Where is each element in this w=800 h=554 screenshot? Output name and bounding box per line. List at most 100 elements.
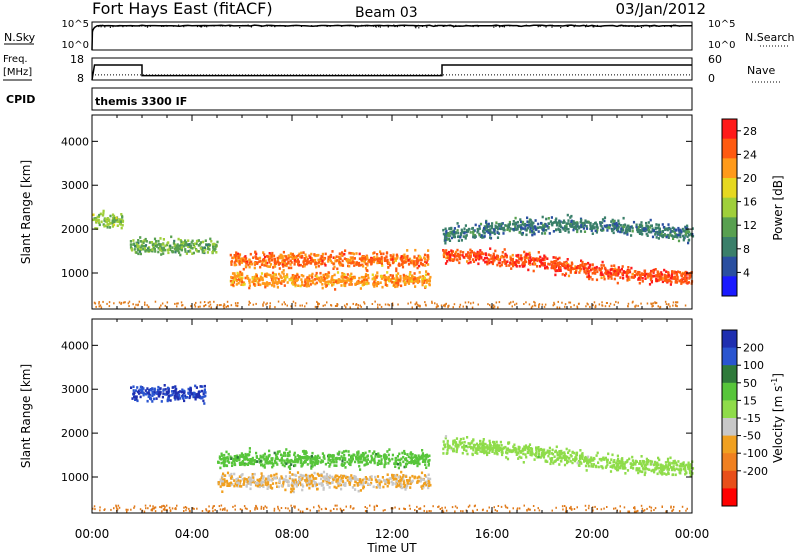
near-range-echo [613, 303, 616, 306]
echo-cell [327, 258, 330, 261]
echo-cell [139, 252, 142, 256]
echo-cell [648, 468, 651, 471]
echo-cell [421, 484, 424, 488]
echo-cell [273, 260, 276, 263]
echo-cell [386, 271, 389, 274]
echo-cell [278, 267, 281, 270]
echo-cell [580, 225, 583, 229]
echo-cell [237, 255, 240, 258]
nsearch-point [324, 25, 326, 27]
nsearch-point [591, 25, 593, 27]
echo-cell [383, 259, 387, 262]
echo-cell [179, 247, 182, 251]
echo-cell [311, 475, 314, 478]
near-range-echo [195, 301, 197, 304]
echo-cell [399, 461, 402, 465]
echo-cell [334, 256, 337, 260]
echo-cell [378, 454, 381, 457]
echo-cell [634, 270, 637, 273]
echo-cell [175, 245, 178, 248]
echo-cell [179, 253, 182, 257]
echo-cell [161, 395, 164, 399]
echo-cell [229, 477, 233, 480]
echo-cell [290, 487, 293, 491]
echo-cell [529, 218, 532, 222]
echo-cell [557, 269, 560, 273]
echo-cell [281, 257, 284, 260]
nsearch-point [292, 25, 294, 27]
echo-cell [166, 248, 169, 252]
echo-cell [620, 267, 623, 271]
near-range-echo [534, 301, 536, 304]
echo-cell [567, 274, 571, 278]
echo-cell [399, 478, 402, 482]
echo-cell [610, 220, 613, 223]
echo-cell [389, 274, 392, 277]
near-range-echo [675, 301, 678, 304]
echo-cell [267, 273, 270, 277]
echo-cell [395, 273, 398, 277]
near-range-echo [98, 302, 100, 305]
echo-cell [368, 450, 371, 453]
echo-cell [306, 257, 309, 261]
echo-cell [544, 223, 547, 226]
echo-cell [335, 478, 338, 482]
nsearch-point [396, 26, 398, 28]
nsearch-point [347, 24, 349, 27]
echo-cell [246, 463, 250, 466]
echo-cell [264, 259, 267, 262]
echo-cell [238, 261, 241, 264]
echo-cell [523, 264, 526, 268]
echo-cell [157, 239, 160, 243]
echo-cell [193, 245, 196, 249]
echo-cell [374, 281, 377, 285]
echo-cell [321, 286, 324, 290]
echo-cell [383, 276, 386, 279]
nsearch-point [229, 25, 231, 28]
echo-cell [427, 279, 430, 283]
echo-cell [576, 230, 579, 234]
nsearch-point [138, 25, 141, 27]
echo-cell [376, 253, 379, 256]
echo-cell [236, 257, 239, 260]
echo-cell [500, 224, 503, 228]
near-range-echo [434, 302, 436, 305]
echo-cell [605, 270, 609, 274]
echo-cell [180, 240, 183, 243]
echo-cell [610, 268, 613, 271]
echo-cell [305, 475, 308, 478]
echo-cell [213, 242, 216, 246]
echo-cell [533, 262, 536, 265]
echo-cell [263, 480, 266, 484]
echo-cell [144, 244, 148, 247]
nsearch-point [628, 25, 630, 27]
echo-cell [619, 270, 622, 274]
echo-cell [591, 232, 594, 235]
echo-cell [241, 276, 244, 280]
near-range-echo [266, 302, 268, 305]
nsearch-point [444, 24, 446, 26]
echo-cell [159, 247, 162, 250]
echo-cell [655, 236, 658, 239]
echo-cell [305, 255, 308, 259]
echo-cell [554, 256, 557, 259]
echo-cell [418, 255, 422, 258]
echo-cell [258, 457, 261, 461]
echo-cell [277, 485, 280, 489]
echo-cell [182, 397, 185, 400]
echo-cell [356, 453, 359, 457]
echo-cell [300, 465, 303, 468]
echo-cell [305, 480, 308, 484]
echo-cell [617, 268, 620, 272]
echo-cell [202, 392, 205, 395]
echo-cell [677, 226, 680, 230]
echo-cell [400, 457, 403, 461]
echo-cell [151, 243, 154, 246]
near-range-echo [371, 303, 374, 305]
echo-cell [645, 457, 648, 461]
echo-cell [402, 257, 405, 260]
echo-cell [285, 459, 288, 462]
echo-cell [295, 474, 298, 477]
echo-cell [384, 276, 387, 279]
nsearch-point [600, 26, 602, 28]
